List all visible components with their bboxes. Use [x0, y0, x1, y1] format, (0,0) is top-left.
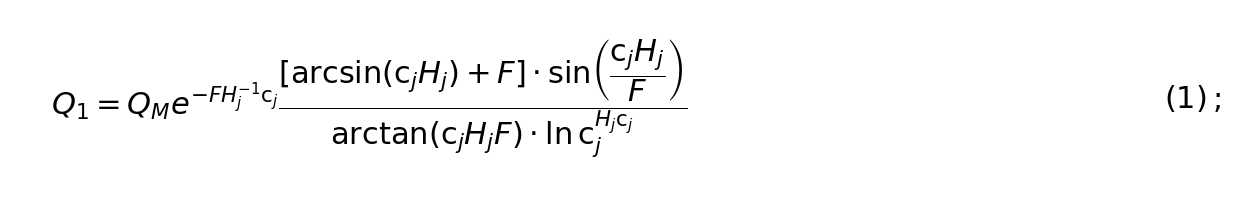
Text: $(1)\,;$: $(1)\,;$ [1164, 83, 1221, 114]
Text: $Q_1 = Q_M e^{-FH_j^{-1}\mathrm{c}_j} \dfrac{[\mathrm{arcsin}(\mathrm{c}_j H_j) : $Q_1 = Q_M e^{-FH_j^{-1}\mathrm{c}_j} \d… [51, 37, 687, 160]
